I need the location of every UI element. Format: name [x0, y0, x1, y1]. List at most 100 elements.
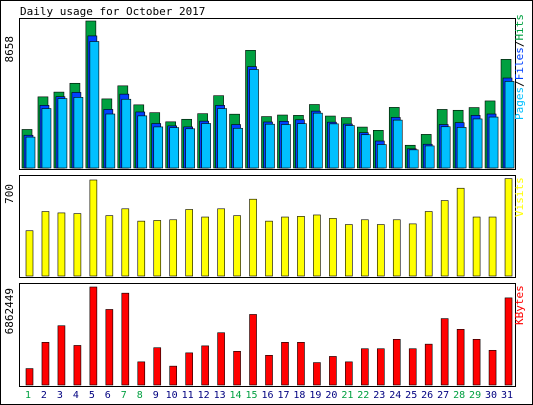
bar-visits-day-31	[504, 178, 513, 277]
panel-frame-top	[19, 18, 516, 170]
max-label-top: 8658	[3, 36, 16, 63]
bar-visits-day-9	[153, 220, 162, 277]
bar-kbytes-day-5	[89, 286, 98, 386]
bar-kbytes-day-13	[217, 332, 225, 386]
x-tick-label-day-21: 21	[341, 390, 353, 401]
x-tick-label-day-1: 1	[25, 390, 31, 401]
x-tick-label-day-16: 16	[261, 390, 273, 401]
bar-pages-day-2	[41, 108, 52, 169]
bar-visits-day-25	[408, 223, 417, 277]
bar-kbytes-day-28	[456, 329, 465, 386]
bar-pages-day-23	[376, 144, 387, 169]
x-tick-label-day-10: 10	[166, 390, 178, 401]
bar-pages-day-1	[25, 136, 36, 169]
bar-pages-day-17	[281, 124, 291, 169]
bar-kbytes-day-18	[297, 342, 305, 386]
panel-frame-bottom	[19, 283, 516, 387]
bar-kbytes-day-19	[313, 362, 321, 386]
x-tick-label-day-31: 31	[501, 390, 513, 401]
bar-visits-day-27	[440, 200, 449, 277]
bar-kbytes-day-12	[201, 345, 209, 386]
legend-separator: /	[513, 80, 526, 87]
bar-kbytes-day-8	[137, 361, 146, 386]
bar-pages-day-8	[137, 115, 148, 169]
bar-pages-day-26	[424, 145, 435, 169]
bar-kbytes-day-25	[408, 348, 417, 386]
bar-kbytes-day-26	[424, 343, 433, 386]
bar-pages-day-6	[105, 113, 116, 169]
bar-pages-day-16	[265, 123, 275, 169]
bar-visits-day-2	[41, 211, 50, 277]
bar-visits-day-5	[89, 179, 98, 277]
x-tick-label-day-5: 5	[89, 390, 95, 401]
bar-pages-day-27	[440, 126, 451, 169]
bars-bottom	[25, 286, 513, 386]
bar-kbytes-day-14	[233, 350, 241, 386]
bar-visits-day-29	[472, 216, 481, 277]
bar-visits-day-30	[488, 216, 497, 277]
legend-top: Pages/Files/Hits	[513, 14, 526, 120]
bar-visits-day-23	[376, 224, 385, 277]
bar-visits-day-11	[185, 209, 193, 277]
x-axis-day-labels: 1 2 3 4 5 6 7 8 9 10 11 12 13 14 15 16 17 18 19 20 21 22 23 24 2…	[25, 390, 513, 401]
bar-visits-day-18	[297, 216, 305, 277]
bar-pages-day-24	[392, 119, 403, 169]
legend-item-pages: Pages	[513, 87, 526, 120]
bar-pages-day-14	[233, 127, 243, 169]
bar-kbytes-day-31	[504, 297, 513, 386]
bar-kbytes-day-11	[185, 352, 193, 386]
legend-item-hits: Hits	[513, 14, 526, 41]
bar-kbytes-day-6	[105, 309, 114, 386]
x-tick-label-day-27: 27	[437, 390, 449, 401]
x-tick-label-day-15: 15	[246, 390, 258, 401]
bar-pages-day-9	[153, 126, 164, 169]
bar-visits-day-24	[392, 219, 401, 277]
x-tick-label-day-23: 23	[373, 390, 385, 401]
x-tick-label-day-9: 9	[153, 390, 159, 401]
bar-pages-day-22	[361, 134, 371, 169]
bar-kbytes-day-21	[345, 361, 353, 386]
x-tick-label-day-11: 11	[182, 390, 194, 401]
max-label-middle: 700	[3, 184, 16, 204]
hits-files-pages-panel: 8658 Pages/Files/Hits	[3, 14, 526, 170]
x-tick-label-day-6: 6	[105, 390, 111, 401]
bar-visits-day-8	[137, 220, 146, 277]
bar-kbytes-day-16	[265, 354, 273, 386]
bar-kbytes-day-2	[41, 342, 50, 386]
bar-visits-day-7	[121, 208, 130, 277]
x-tick-label-day-20: 20	[325, 390, 337, 401]
bar-pages-day-29	[472, 118, 483, 169]
bar-visits-day-20	[329, 218, 337, 277]
legend-top-text: Pages/Files/Hits	[513, 14, 526, 120]
x-tick-label-day-18: 18	[293, 390, 305, 401]
bar-visits-day-17	[281, 216, 289, 277]
bar-kbytes-day-10	[169, 365, 178, 386]
x-tick-label-day-12: 12	[198, 390, 210, 401]
bar-kbytes-day-23	[376, 348, 385, 386]
max-label-bottom: 6862449	[3, 288, 16, 334]
legend-separator: /	[513, 41, 526, 48]
bar-visits-day-3	[57, 212, 66, 277]
x-tick-label-day-4: 4	[73, 390, 79, 401]
bar-kbytes-day-17	[281, 342, 289, 386]
visits-panel: 700 Visits	[3, 175, 526, 278]
bar-pages-day-30	[488, 116, 499, 169]
bar-pages-day-4	[73, 97, 84, 169]
bar-kbytes-day-27	[440, 318, 449, 386]
bar-pages-day-5	[89, 41, 100, 169]
legend-item-kbytes: KBytes	[513, 285, 526, 325]
bar-pages-day-31	[504, 81, 515, 169]
bar-visits-day-14	[233, 215, 241, 277]
x-tick-label-day-8: 8	[137, 390, 143, 401]
x-tick-label-day-14: 14	[230, 390, 242, 401]
x-tick-label-day-30: 30	[485, 390, 497, 401]
legend-bottom: KBytes	[513, 285, 526, 325]
bar-visits-day-15	[249, 198, 257, 277]
x-tick-label-day-7: 7	[121, 390, 127, 401]
bars-middle	[25, 178, 513, 277]
x-tick-label-day-28: 28	[453, 390, 465, 401]
x-tick-label-day-25: 25	[405, 390, 417, 401]
